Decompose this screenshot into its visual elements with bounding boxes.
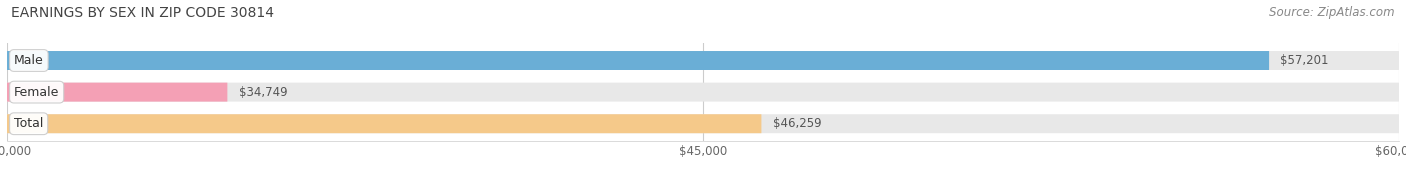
Text: $57,201: $57,201 <box>1281 54 1329 67</box>
Text: Male: Male <box>14 54 44 67</box>
FancyBboxPatch shape <box>7 51 1399 70</box>
FancyBboxPatch shape <box>7 51 1270 70</box>
Text: Source: ZipAtlas.com: Source: ZipAtlas.com <box>1270 6 1395 19</box>
FancyBboxPatch shape <box>7 83 228 102</box>
Text: $46,259: $46,259 <box>772 117 821 130</box>
Text: Female: Female <box>14 86 59 99</box>
Text: EARNINGS BY SEX IN ZIP CODE 30814: EARNINGS BY SEX IN ZIP CODE 30814 <box>11 6 274 20</box>
Text: $34,749: $34,749 <box>239 86 287 99</box>
FancyBboxPatch shape <box>7 83 1399 102</box>
FancyBboxPatch shape <box>7 114 1399 133</box>
FancyBboxPatch shape <box>7 114 762 133</box>
Text: Total: Total <box>14 117 44 130</box>
